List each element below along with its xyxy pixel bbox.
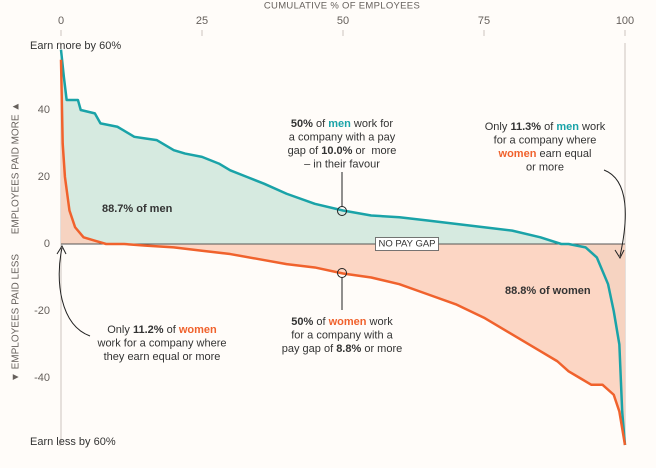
annotation-text: gap of [288, 145, 322, 157]
annotation: 50% of women work [291, 316, 393, 328]
series-line [59, 59, 627, 446]
annotation-text: 11.2% [133, 324, 164, 336]
series-line [59, 49, 627, 446]
annotation: 50% of men work for [291, 118, 393, 130]
annotation-text: 50% [291, 316, 313, 328]
annotation-text: Only [485, 121, 511, 133]
x-tick-label: 75 [478, 15, 490, 27]
annotation: for a company with a [291, 329, 393, 341]
y-tick-label: 40 [38, 104, 50, 116]
annotation-text: or more [526, 161, 564, 173]
annotation-text: of [313, 118, 328, 130]
annotation-text: of [164, 324, 179, 336]
annotation: Only 11.3% of men work [485, 121, 606, 133]
y-tick-label: Earn more by 60% [30, 40, 121, 52]
annotation: a company with a pay [289, 131, 396, 143]
x-axis-title: CUMULATIVE % OF EMPLOYEES [264, 1, 420, 12]
callouts [56, 169, 626, 337]
annotation: gap of 10.0% or more [288, 145, 397, 157]
annotation: work for a company where [97, 337, 227, 349]
annotation-text: pay gap of [282, 343, 336, 355]
annotation-text: – in their favour [304, 158, 380, 170]
annotation-text: of [541, 121, 556, 133]
callout-arrow [603, 169, 626, 257]
annotation: or more [526, 161, 564, 173]
annotation-text: women [328, 316, 367, 328]
annotation-text: women [178, 324, 217, 336]
annotation-text: they earn equal or more [104, 351, 221, 363]
annotation: – in their favour [304, 158, 380, 170]
y-tick-label: Earn less by 60% [30, 436, 116, 448]
plot: 0 25 50 75 100 Earn more by 60% 40 20 0 -20 -40 Ear… [30, 15, 634, 448]
area-label: 88.7% of men [102, 203, 173, 215]
annotation: for a company where [494, 134, 597, 146]
annotation-text: 50% [291, 118, 313, 130]
annotation-text: a company with a pay [289, 131, 396, 143]
x-tick-label: 0 [58, 15, 64, 27]
arrow-head [614, 249, 625, 260]
annotation-text: work for a company where [97, 337, 227, 349]
annotation-text: work [579, 121, 606, 133]
annotation-text: earn equal [536, 148, 591, 160]
zero-label-box [375, 237, 439, 251]
annotation-text: work for [351, 118, 394, 130]
annotation-text: or more [361, 343, 402, 355]
annotation-text: for a company with a [291, 329, 393, 341]
y-tick-label: -40 [34, 372, 50, 384]
annotation-text: 8.8% [336, 343, 361, 355]
area [61, 59, 625, 445]
annotation-text: men [328, 118, 351, 130]
zero-label: NO PAY GAP [378, 239, 435, 250]
annotation: pay gap of 8.8% or more [282, 343, 402, 355]
y-tick-label: -20 [34, 305, 50, 317]
annotation-text: Only [107, 324, 133, 336]
x-tick-label: 100 [616, 15, 634, 27]
annotation-text: 10.0% [321, 145, 352, 157]
annotation-text: 11.3% [510, 121, 541, 133]
y-axis-title-up: EMPLOYEES PAID MORE ▲ [11, 102, 22, 235]
y-tick-label: 0 [44, 238, 50, 250]
x-tick-label: 25 [196, 15, 208, 27]
y-tick-label: 20 [38, 171, 50, 183]
annotation-text: men [556, 121, 579, 133]
annotation: Only 11.2% of women [107, 324, 217, 336]
annotation: they earn equal or more [104, 351, 221, 363]
area-label: 88.8% of women [505, 285, 591, 297]
annotation-text: work [366, 316, 393, 328]
callout-arrow [58, 247, 91, 337]
annotation: women earn equal [498, 148, 592, 160]
callout-circle [337, 206, 347, 216]
annotation-text: of [313, 316, 328, 328]
callout-circle [337, 268, 347, 278]
x-tick-label: 50 [337, 15, 349, 27]
y-axis-title-down: ▼ EMPLOYEES PAID LESS [11, 254, 22, 382]
arrow-head [56, 244, 67, 255]
annotation-text: women [498, 148, 537, 160]
annotation-text: for a company where [494, 134, 597, 146]
annotation-text: or more [352, 145, 396, 157]
